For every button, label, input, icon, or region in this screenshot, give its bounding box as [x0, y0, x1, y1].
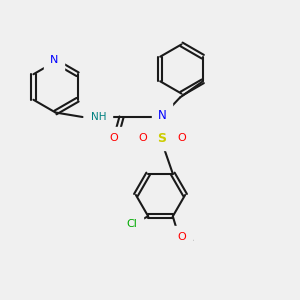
Text: O: O — [177, 232, 186, 242]
Text: O: O — [110, 133, 118, 143]
Text: N: N — [50, 55, 58, 65]
Text: NH: NH — [91, 112, 107, 122]
Text: N: N — [158, 109, 166, 122]
Text: S: S — [158, 131, 166, 145]
Text: O: O — [177, 133, 186, 143]
Text: Cl: Cl — [126, 219, 137, 229]
Text: O: O — [138, 133, 147, 143]
